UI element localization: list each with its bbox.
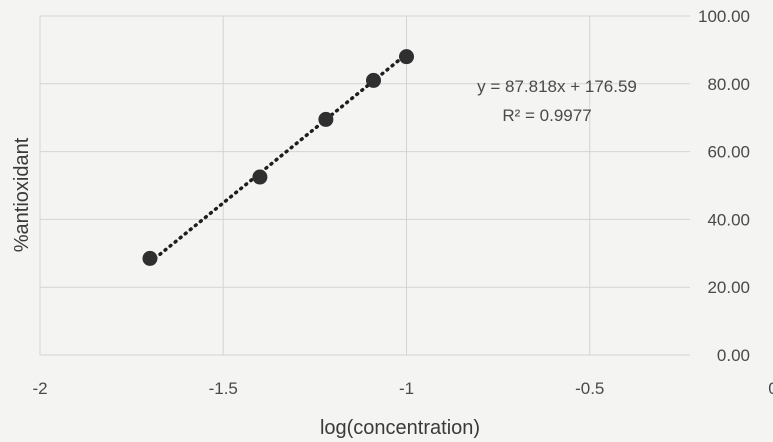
y-tick-label: 20.00 [707,278,750,297]
x-tick-labels: -2 -1.5 -1 -0.5 0 [32,379,773,398]
trendline-equation: y = 87.818x + 176.59 [477,77,637,96]
data-point [318,111,334,127]
data-point [399,49,414,65]
x-axis-title: log(concentration) [320,417,480,439]
trendline-path [148,52,409,265]
data-point [366,72,382,88]
data-point [142,250,158,266]
data-point [252,169,268,185]
x-tick-label: -1 [399,379,414,398]
r-squared-label: R² = 0.9977 [502,106,591,125]
y-tick-label: 100.00 [698,7,750,26]
y-axis-title: %antioxidant [11,137,33,252]
y-tick-label: 0.00 [717,346,750,365]
x-tick-label: -0.5 [575,379,604,398]
data-points [142,49,414,266]
y-tick-label: 60.00 [707,143,750,162]
gridlines [39,15,690,356]
x-tick-label: 0 [768,379,773,398]
x-tick-label: -2 [32,379,47,398]
y-tick-label: 80.00 [707,75,750,94]
trendline [148,52,409,265]
x-tick-label: -1.5 [209,379,238,398]
y-tick-labels: 0.00 20.00 40.00 60.00 80.00 100.00 [698,7,750,365]
y-tick-label: 40.00 [707,210,750,229]
